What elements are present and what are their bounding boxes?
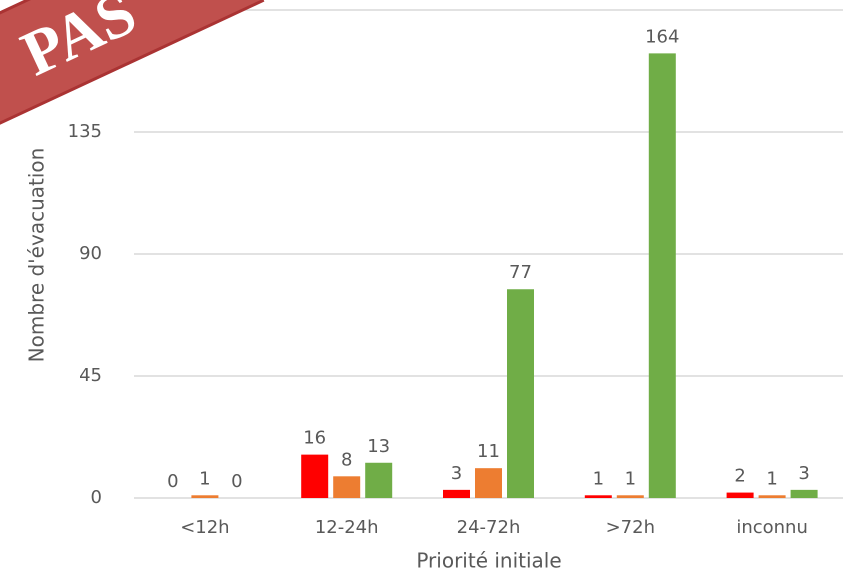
y-axis-title: Nombre d'évacuation <box>25 148 49 363</box>
data-label: 11 <box>477 441 500 462</box>
data-label: 1 <box>625 468 636 489</box>
stamp-band <box>0 0 265 155</box>
x-tick-label: >72h <box>606 517 655 538</box>
bar <box>584 495 612 498</box>
bar <box>191 495 219 498</box>
bar <box>790 489 818 498</box>
bar <box>333 476 361 498</box>
data-label: 13 <box>367 436 390 457</box>
bar <box>726 492 754 498</box>
y-tick-label: 0 <box>91 487 102 508</box>
data-label: 16 <box>303 428 326 449</box>
x-tick-label: <12h <box>180 517 229 538</box>
x-tick-label: 24-72h <box>457 517 521 538</box>
bar <box>507 289 534 498</box>
data-label: 0 <box>167 471 178 492</box>
data-label: 164 <box>645 26 679 47</box>
bar <box>443 489 470 498</box>
bar <box>301 454 329 498</box>
x-axis-title: Priorité initiale <box>416 549 561 572</box>
data-label: 1 <box>766 468 777 489</box>
data-label: 1 <box>199 468 210 489</box>
data-label: 1 <box>593 468 604 489</box>
y-tick-label: 135 <box>68 121 102 142</box>
data-label: 3 <box>798 463 809 484</box>
x-tick-label: 12-24h <box>315 517 379 538</box>
data-label: 0 <box>231 471 242 492</box>
data-label: 77 <box>509 262 532 283</box>
y-tick-label: 90 <box>79 243 102 264</box>
bar <box>616 495 644 498</box>
data-label: 3 <box>451 463 462 484</box>
x-tick-label: inconnu <box>736 517 808 538</box>
stamp: PAS <box>0 0 265 155</box>
bar <box>758 495 786 498</box>
bar <box>365 462 393 498</box>
y-tick-label: 45 <box>79 365 102 386</box>
bar <box>475 468 502 498</box>
data-label: 2 <box>734 466 745 487</box>
data-label: 8 <box>341 449 352 470</box>
bar <box>648 53 676 498</box>
